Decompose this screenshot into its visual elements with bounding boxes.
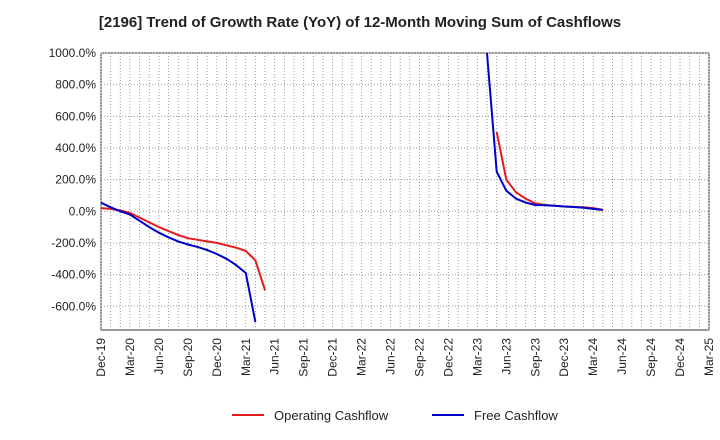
chart-title: [2196] Trend of Growth Rate (YoY) of 12-… (98, 14, 622, 31)
y-tick-label: 800.0% (55, 78, 96, 92)
y-tick-label: -200.0% (51, 236, 96, 250)
y-tick-label: 600.0% (55, 109, 96, 123)
x-tick-label: Sep-20 (181, 338, 195, 377)
x-tick-label: Dec-23 (557, 338, 571, 377)
x-tick-label: Mar-20 (123, 338, 137, 376)
legend-label: Operating Cashflow (274, 408, 389, 423)
y-tick-label: 0.0% (69, 204, 97, 218)
series-line-operating-cashflow (101, 207, 267, 291)
x-axis-ticks: Dec-19 Mar-20 Jun-20 Sep-20 Dec-20 Mar-21 Jun-… (94, 338, 716, 377)
x-tick-label: Mar-25 (702, 338, 716, 376)
x-tick-label: Dec-22 (441, 338, 455, 377)
series-lines (101, 53, 603, 323)
x-tick-label: Sep-22 (412, 338, 426, 377)
x-tick-label: Mar-23 (470, 338, 484, 376)
series-line-free-cashflow (101, 201, 257, 323)
x-tick-label: Jun-22 (384, 338, 398, 375)
x-tick-label: Jun-23 (499, 338, 513, 375)
plot-area (100, 52, 710, 331)
x-tick-label: Dec-21 (326, 338, 340, 377)
x-tick-label: Sep-24 (644, 338, 658, 377)
x-tick-label: Jun-20 (152, 338, 166, 375)
y-tick-label: -600.0% (51, 299, 96, 313)
x-tick-label: Sep-23 (528, 338, 542, 377)
x-tick-label: Jun-21 (268, 338, 282, 375)
legend-label: Free Cashflow (474, 408, 558, 423)
y-tick-label: 200.0% (55, 173, 96, 187)
x-tick-label: Dec-24 (673, 338, 687, 377)
x-tick-label: Dec-19 (94, 338, 108, 377)
x-tick-label: Mar-21 (239, 338, 253, 376)
y-tick-label: 400.0% (55, 141, 96, 155)
x-tick-label: Jun-24 (615, 338, 629, 375)
x-tick-label: Dec-20 (210, 338, 224, 377)
y-tick-label: 1000.0% (49, 46, 97, 60)
x-tick-label: Sep-21 (297, 338, 311, 377)
y-tick-label: -400.0% (51, 268, 96, 282)
x-tick-label: Mar-22 (355, 338, 369, 376)
grid-lines (100, 52, 710, 330)
y-axis-ticks: 1000.0% 800.0% 600.0% 400.0% 200.0% 0.0% -200.… (49, 46, 97, 313)
series-line-free-cashflow (486, 53, 603, 211)
legend: Operating Cashflow Free Cashflow (232, 408, 558, 423)
x-tick-label: Mar-24 (586, 338, 600, 376)
